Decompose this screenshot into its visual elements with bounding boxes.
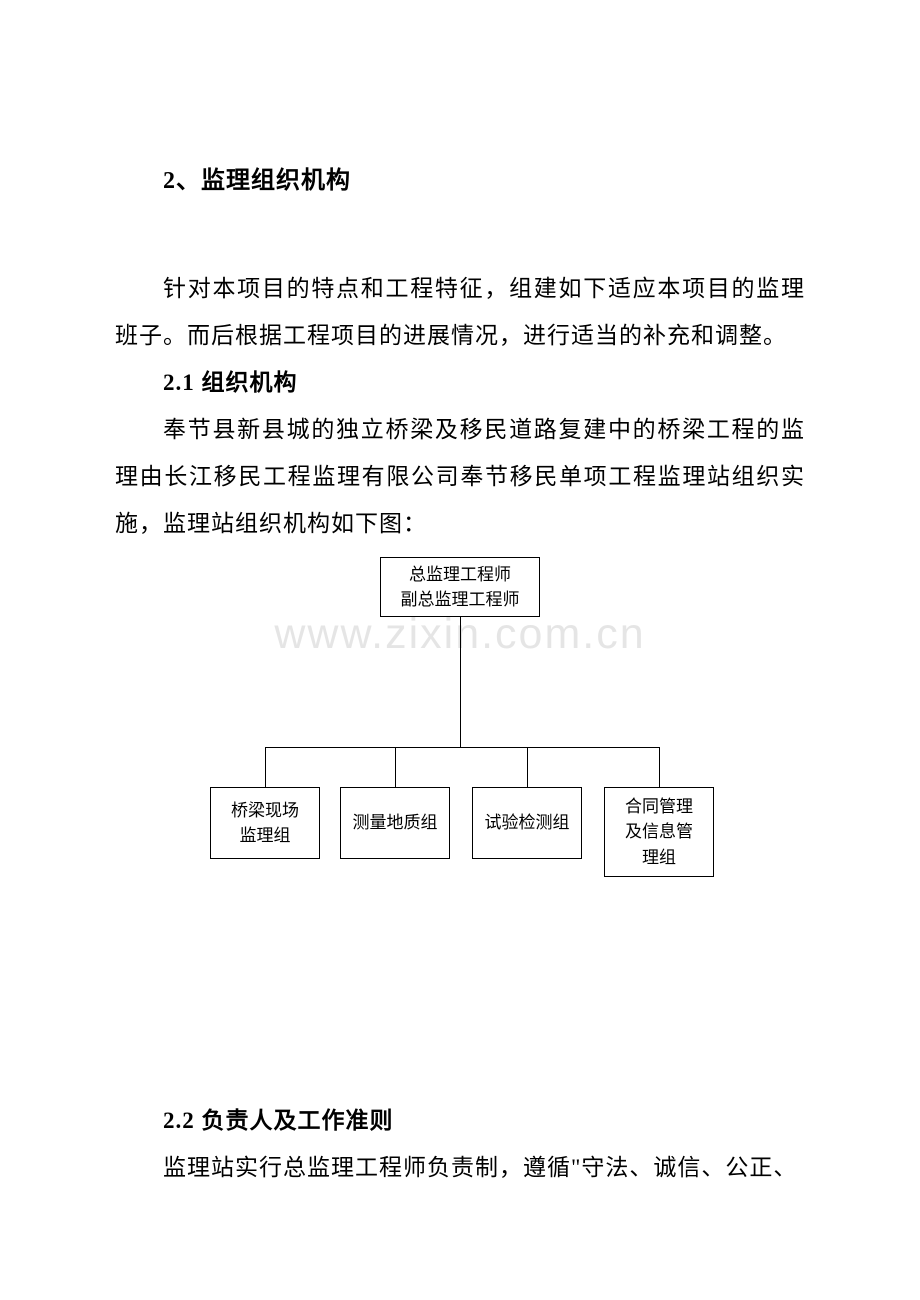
org-conn-root-down: [460, 617, 461, 747]
org-child-3-label: 试验检测组: [485, 810, 570, 836]
org-child-1: 桥梁现场 监理组: [210, 787, 320, 859]
section-2-1-title: 2.1 组织机构: [115, 359, 805, 406]
section-2-1-body: 奉节县新县城的独立桥梁及移民道路复建中的桥梁工程的监理由长江移民工程监理有限公司…: [115, 406, 805, 547]
intro-paragraph: 针对本项目的特点和工程特征，组建如下适应本项目的监理班子。而后根据工程项目的进展…: [115, 265, 805, 359]
org-child-3: 试验检测组: [472, 787, 582, 859]
org-child-2: 测量地质组: [340, 787, 450, 859]
org-conn-s4: [659, 747, 660, 787]
section-2-heading: 2、监理组织机构: [115, 160, 805, 195]
org-conn-s1: [265, 747, 266, 787]
org-child-4: 合同管理 及信息管 理组: [604, 787, 714, 877]
org-child-1-label: 桥梁现场 监理组: [231, 798, 299, 849]
org-child-2-label: 测量地质组: [353, 810, 438, 836]
org-conn-s2: [395, 747, 396, 787]
section-2-2-body: 监理站实行总监理工程师负责制，遵循"守法、诚信、公正、: [115, 1144, 805, 1191]
org-child-4-label: 合同管理 及信息管 理组: [625, 794, 693, 871]
section-2-2-title: 2.2 负责人及工作准则: [115, 1097, 805, 1144]
page-content: 2、监理组织机构 针对本项目的特点和工程特征，组建如下适应本项目的监理班子。而后…: [0, 0, 920, 1191]
org-chart: 总监理工程师 副总监理工程师 桥梁现场 监理组 测量地质组 试验检测组 合同管理: [200, 557, 720, 887]
org-root-node: 总监理工程师 副总监理工程师: [380, 557, 540, 617]
org-conn-hbar: [265, 747, 659, 748]
org-root-label: 总监理工程师 副总监理工程师: [401, 562, 520, 613]
org-conn-s3: [527, 747, 528, 787]
